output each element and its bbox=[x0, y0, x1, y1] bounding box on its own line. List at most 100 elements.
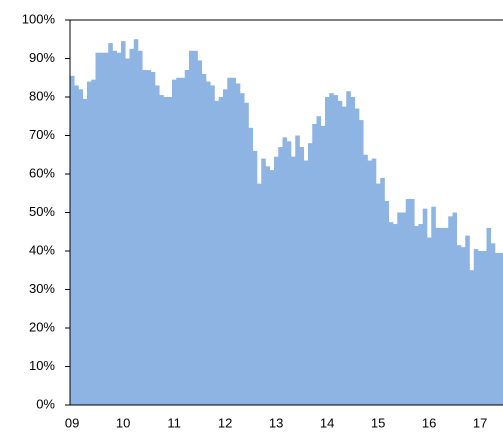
bar bbox=[278, 147, 283, 406]
y-tick-label: 70% bbox=[29, 127, 55, 142]
bar bbox=[104, 52, 109, 405]
bar bbox=[316, 116, 322, 405]
bar bbox=[473, 249, 479, 405]
x-tick-label: 16 bbox=[422, 415, 436, 430]
bar bbox=[422, 208, 428, 405]
bar bbox=[172, 79, 177, 406]
bar bbox=[380, 177, 385, 405]
bar bbox=[99, 52, 105, 405]
x-tick-label: 11 bbox=[167, 415, 181, 430]
bar bbox=[244, 102, 249, 406]
bar bbox=[223, 89, 228, 406]
bar bbox=[214, 100, 220, 405]
bar bbox=[448, 216, 453, 405]
y-tick-label: 90% bbox=[29, 50, 55, 65]
bar bbox=[325, 97, 330, 405]
bar bbox=[354, 108, 360, 406]
bar bbox=[218, 97, 224, 405]
bar bbox=[78, 89, 84, 406]
bar bbox=[439, 227, 445, 405]
bar bbox=[74, 85, 79, 405]
bar bbox=[286, 141, 292, 405]
bar bbox=[435, 227, 441, 405]
bar bbox=[155, 85, 160, 405]
x-tick-label: 09 bbox=[65, 415, 79, 430]
x-tick-label: 12 bbox=[218, 415, 232, 430]
bar bbox=[444, 227, 449, 405]
bar bbox=[308, 143, 313, 405]
y-tick-label: 40% bbox=[29, 242, 55, 257]
bar bbox=[359, 120, 364, 405]
x-tick-label: 10 bbox=[116, 415, 130, 430]
bar bbox=[167, 97, 173, 405]
bar bbox=[201, 73, 207, 406]
bar bbox=[461, 247, 466, 405]
x-tick-label: 15 bbox=[371, 415, 385, 430]
bar bbox=[184, 70, 190, 406]
y-tick-label: 10% bbox=[29, 358, 55, 373]
bar bbox=[299, 147, 305, 406]
bar bbox=[337, 100, 343, 405]
bar bbox=[150, 71, 156, 405]
bar bbox=[112, 50, 118, 406]
bar bbox=[333, 95, 339, 405]
bar bbox=[248, 127, 254, 406]
bar bbox=[388, 222, 394, 405]
bar bbox=[478, 251, 483, 405]
bar bbox=[189, 50, 194, 406]
bar bbox=[456, 245, 462, 405]
bar bbox=[176, 77, 181, 405]
bar bbox=[329, 93, 334, 406]
x-tick-label: 14 bbox=[320, 415, 334, 430]
bar bbox=[363, 154, 368, 405]
bar bbox=[265, 166, 271, 405]
bar bbox=[397, 212, 402, 405]
bar bbox=[295, 135, 300, 405]
bar bbox=[274, 156, 279, 405]
y-tick-label: 50% bbox=[29, 204, 55, 219]
bar bbox=[342, 106, 347, 405]
bar bbox=[206, 81, 211, 405]
bar bbox=[482, 251, 487, 405]
y-tick-label: 60% bbox=[29, 165, 55, 180]
bar bbox=[163, 97, 169, 405]
bar bbox=[240, 93, 245, 406]
bar bbox=[410, 199, 415, 405]
bar bbox=[142, 70, 147, 406]
bar bbox=[495, 252, 500, 405]
bar bbox=[490, 243, 496, 405]
bar bbox=[465, 235, 470, 405]
bar bbox=[87, 81, 92, 405]
bar bbox=[210, 85, 215, 405]
bar bbox=[180, 77, 186, 405]
bar bbox=[129, 48, 135, 405]
bar bbox=[70, 75, 75, 405]
y-tick-label: 0% bbox=[36, 396, 55, 411]
bar bbox=[418, 224, 424, 405]
bar bbox=[146, 70, 152, 406]
bar bbox=[384, 200, 390, 405]
bar bbox=[346, 91, 351, 405]
y-tick-label: 100% bbox=[22, 11, 56, 26]
bar bbox=[499, 252, 503, 405]
y-tick-label: 30% bbox=[29, 281, 55, 296]
bar bbox=[469, 270, 475, 405]
bar bbox=[257, 183, 262, 405]
bar bbox=[193, 50, 198, 406]
bar bbox=[486, 227, 492, 405]
bar bbox=[350, 97, 356, 405]
bar bbox=[125, 58, 130, 405]
bar bbox=[427, 237, 432, 405]
bar bbox=[312, 123, 317, 405]
bar bbox=[133, 39, 139, 405]
bar bbox=[320, 125, 326, 405]
bar bbox=[197, 60, 203, 406]
bar bbox=[371, 158, 377, 405]
bar bbox=[405, 199, 411, 405]
bar bbox=[393, 224, 398, 405]
bar bbox=[282, 137, 288, 406]
bar bbox=[261, 158, 266, 405]
bar bbox=[235, 83, 241, 406]
y-tick-label: 20% bbox=[29, 319, 55, 334]
